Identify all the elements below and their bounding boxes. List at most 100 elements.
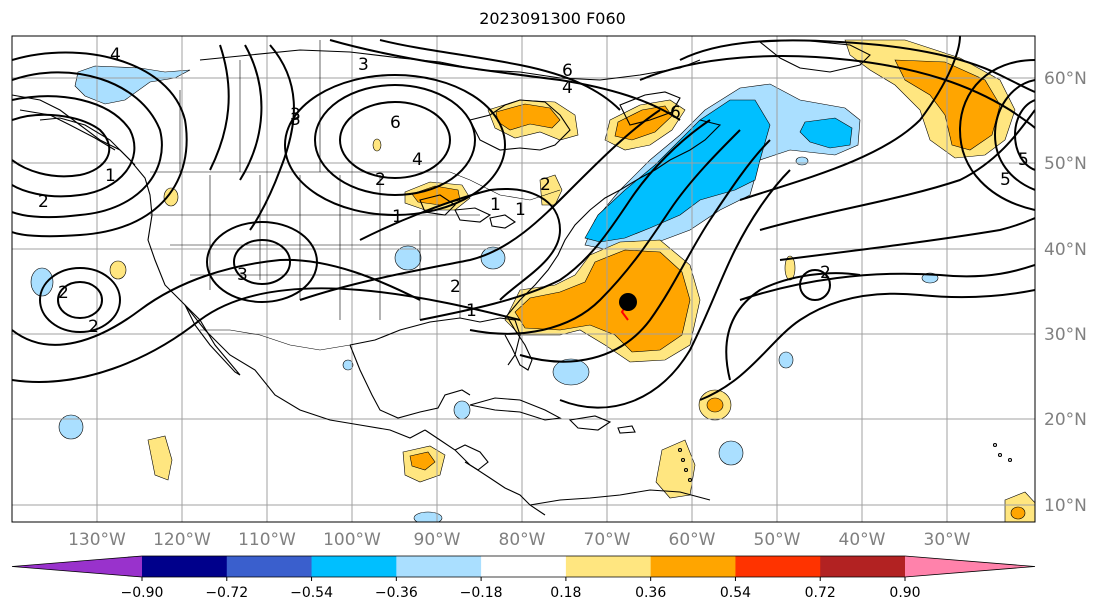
colorbar-tick-label: −0.18	[460, 585, 503, 601]
neg-anomaly-spot	[58, 414, 84, 440]
neg-anomaly-spot	[795, 156, 809, 166]
contour-label: 2	[540, 175, 551, 195]
storm-track	[619, 293, 637, 321]
colorbar-tick-label: 0.54	[720, 585, 751, 601]
contour-label: 1	[392, 207, 403, 227]
contour-label: 4	[412, 150, 423, 170]
contour-label: 4	[110, 45, 121, 65]
colorbar-segment	[396, 556, 482, 577]
contour-label: 4	[562, 78, 573, 98]
lon-label: 110°W	[238, 530, 296, 550]
contour-label: 1	[515, 200, 526, 220]
pos-anomaly-spot	[147, 435, 173, 481]
pos-anomaly-storm-core	[514, 249, 691, 353]
contour-label: 1	[490, 195, 501, 215]
lon-label: 90°W	[414, 530, 461, 550]
pos-anomaly-central-america-core	[409, 451, 436, 471]
neg-anomaly-spot	[413, 511, 443, 522]
neg-anomaly-spot	[342, 359, 354, 371]
contour-label: 6	[670, 103, 681, 123]
colorbar-tick-label: 0.18	[550, 585, 581, 601]
colorbar-tick-label: −0.90	[121, 585, 164, 601]
contour-labels: 3 6 4 6 2 1 4 2 3 2 1 1 2 6 5 5 3 2 1 2 …	[38, 45, 1029, 337]
shaded-anomalies	[30, 39, 1035, 522]
neg-anomaly-spot	[30, 267, 54, 297]
neg-anomaly-alaska	[74, 65, 191, 105]
pos-anomaly-hudson-core	[495, 103, 561, 131]
neg-anomaly-spot	[778, 351, 794, 369]
contour-label: 3	[290, 110, 301, 130]
map-frame	[11, 35, 1036, 523]
lon-label: 120°W	[153, 530, 211, 550]
contour-label: 5	[1000, 170, 1011, 190]
colorbar-tick-label: 0.72	[805, 585, 836, 601]
colorbar-tick-label: −0.72	[205, 585, 248, 601]
lat-label: 10°N	[1044, 496, 1087, 516]
neg-anomaly-spot	[453, 400, 471, 420]
contour-label: 6	[562, 61, 573, 81]
colorbar-segment	[565, 556, 652, 577]
contour-label: 2	[58, 283, 69, 303]
pos-anomaly-spot	[539, 174, 563, 206]
lon-label: 100°W	[323, 530, 381, 550]
plot-title: 2023091300 F060	[479, 9, 626, 28]
neg-anomaly-spot	[480, 246, 506, 270]
lat-label: 30°N	[1044, 325, 1087, 345]
pos-anomaly-spot	[784, 255, 796, 281]
contours	[12, 36, 1035, 409]
colorbar-tick-label: 0.90	[889, 585, 920, 601]
neg-anomaly-spot	[394, 245, 422, 271]
lon-label: 80°W	[499, 530, 546, 550]
pos-anomaly-spot	[372, 138, 382, 152]
contour-label: 2	[820, 263, 831, 283]
neg-anomaly-spot	[718, 440, 744, 466]
contour-label: 5	[1018, 150, 1029, 170]
colorbar-segment	[481, 556, 567, 577]
contour-label: 1	[466, 301, 477, 321]
colorbar-tick-label: −0.36	[375, 585, 418, 601]
pos-anomaly-spot	[706, 397, 724, 413]
neg-anomaly-core	[584, 99, 771, 243]
colorbar-segment	[226, 556, 313, 577]
pos-anomaly-spot	[109, 260, 127, 280]
colorbar-extend-low	[12, 556, 142, 577]
lon-label: 130°W	[68, 530, 126, 550]
neg-anomaly-spot	[552, 358, 590, 386]
contour-label: 3	[290, 105, 301, 125]
contour-label: 1	[105, 166, 116, 186]
lon-label: 30°W	[924, 530, 971, 550]
lon-label: 60°W	[669, 530, 716, 550]
colorbar-tick-label: −0.54	[290, 585, 333, 601]
gridlines	[12, 36, 1035, 522]
contour-label: 2	[375, 170, 386, 190]
lat-label: 40°N	[1044, 240, 1087, 260]
colorbar-segment	[142, 556, 228, 577]
latitude-labels: 60°N 50°N 40°N 30°N 20°N 10°N	[1044, 69, 1087, 516]
pos-anomaly-spot	[163, 187, 179, 207]
neg-anomaly-core-east	[799, 117, 853, 149]
lat-label: 20°N	[1044, 410, 1087, 430]
map-area: 3 6 4 6 2 1 4 2 3 2 1 1 2 6 5 5 3 2 1 2 …	[12, 36, 1035, 522]
colorbar-tick-label: 0.36	[635, 585, 666, 601]
lon-label: 70°W	[584, 530, 631, 550]
contour-label: 2	[450, 277, 461, 297]
contour-label: 6	[390, 113, 401, 133]
lat-label: 60°N	[1044, 69, 1087, 89]
colorbar-extend-high	[905, 556, 1035, 577]
lat-label: 50°N	[1044, 154, 1087, 174]
colorbar-segment	[311, 556, 397, 577]
contour-label: 2	[38, 192, 49, 212]
contour-label: 2	[88, 317, 99, 337]
colorbar: −0.90 −0.72 −0.54 −0.36 −0.18 0.18 0.36 0.54 0.7…	[11, 555, 1036, 601]
colorbar-segment	[820, 556, 906, 577]
pos-anomaly-spot	[1010, 506, 1026, 520]
contour-label: 3	[358, 55, 369, 75]
colorbar-segment	[650, 556, 736, 577]
lon-label: 40°W	[839, 530, 886, 550]
lon-label: 50°W	[754, 530, 801, 550]
longitude-labels: 130°W 120°W 110°W 100°W 90°W 80°W 70°W 6…	[68, 530, 971, 550]
colorbar-segment	[735, 556, 821, 577]
contour-label: 3	[237, 265, 248, 285]
storm-center-marker	[619, 293, 637, 311]
